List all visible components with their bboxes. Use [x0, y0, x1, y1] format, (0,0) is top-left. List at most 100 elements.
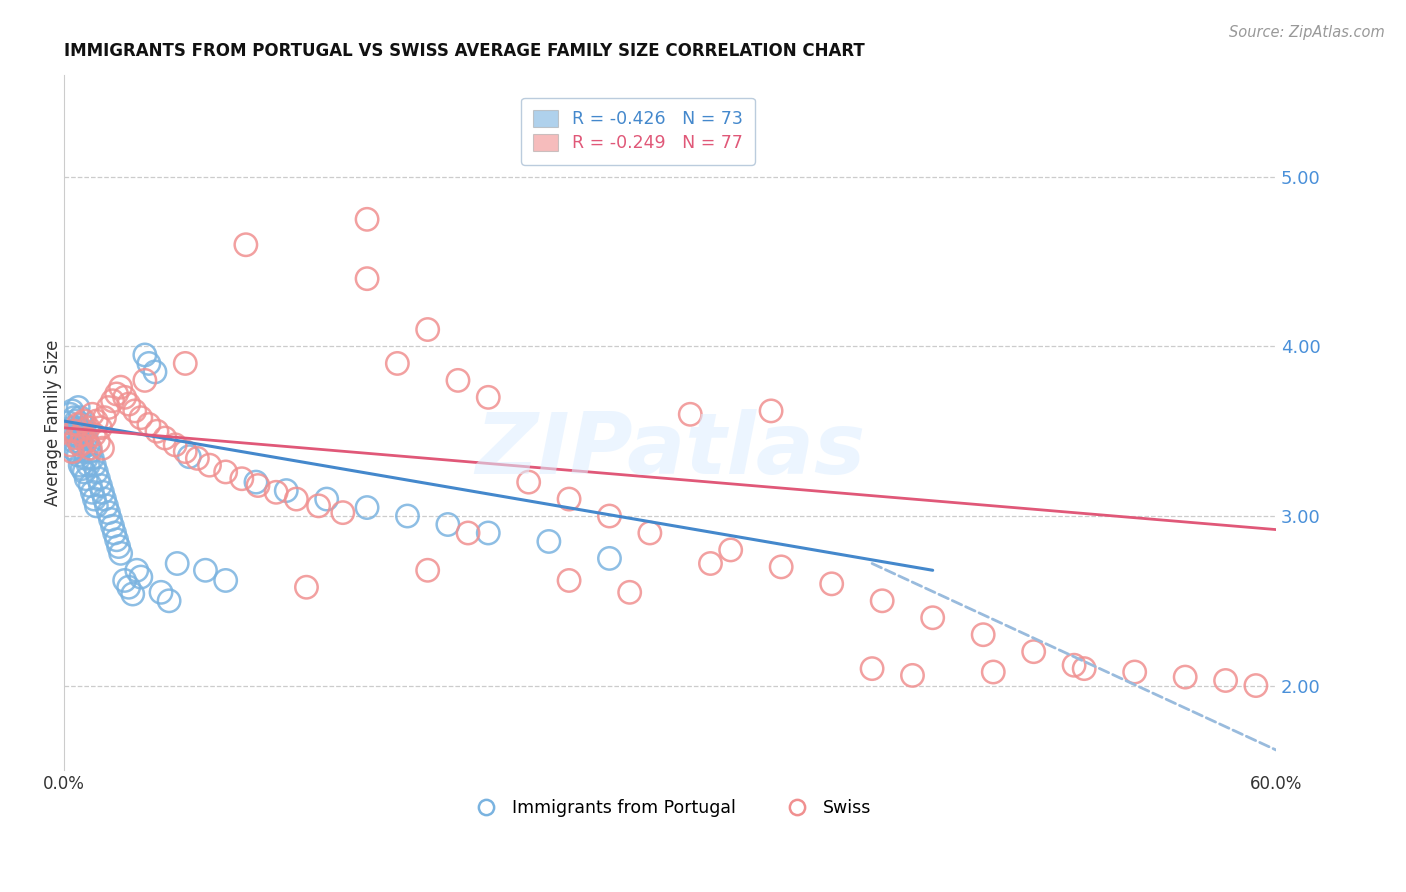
- Point: [77, 421, 100, 435]
- Point: [174, 444, 197, 458]
- Point: [86, 414, 108, 428]
- Point: [70, 427, 93, 442]
- Point: [73, 465, 96, 479]
- Point: [198, 458, 221, 472]
- Point: [416, 322, 439, 336]
- Point: [96, 499, 118, 513]
- Point: [150, 585, 173, 599]
- Point: [82, 485, 104, 500]
- Point: [69, 438, 91, 452]
- Point: [70, 417, 93, 432]
- Point: [63, 424, 86, 438]
- Point: [87, 472, 110, 486]
- Point: [63, 434, 86, 449]
- Point: [679, 407, 702, 421]
- Point: [69, 410, 91, 425]
- Point: [537, 534, 560, 549]
- Point: [134, 373, 156, 387]
- Point: [901, 668, 924, 682]
- Point: [194, 563, 217, 577]
- Point: [82, 407, 104, 421]
- Point: [153, 431, 176, 445]
- Point: [67, 417, 90, 432]
- Point: [75, 431, 97, 445]
- Point: [59, 427, 82, 442]
- Point: [86, 499, 108, 513]
- Point: [821, 577, 844, 591]
- Point: [79, 478, 101, 492]
- Point: [60, 444, 83, 458]
- Point: [416, 563, 439, 577]
- Point: [235, 237, 257, 252]
- Point: [70, 461, 93, 475]
- Point: [67, 401, 90, 415]
- Point: [105, 387, 128, 401]
- Point: [214, 465, 236, 479]
- Point: [558, 574, 581, 588]
- Point: [114, 390, 136, 404]
- Point: [79, 441, 101, 455]
- Point: [860, 662, 883, 676]
- Point: [67, 448, 90, 462]
- Point: [1215, 673, 1237, 688]
- Point: [396, 509, 419, 524]
- Point: [75, 434, 97, 449]
- Point: [264, 485, 287, 500]
- Point: [598, 551, 620, 566]
- Point: [558, 491, 581, 506]
- Point: [60, 421, 83, 435]
- Point: [138, 417, 160, 432]
- Point: [1073, 662, 1095, 676]
- Point: [60, 404, 83, 418]
- Point: [214, 574, 236, 588]
- Point: [69, 431, 91, 445]
- Point: [165, 438, 187, 452]
- Point: [65, 427, 87, 442]
- Point: [91, 441, 114, 455]
- Point: [83, 427, 105, 442]
- Y-axis label: Average Family Size: Average Family Size: [44, 340, 62, 506]
- Point: [437, 517, 460, 532]
- Point: [83, 491, 105, 506]
- Point: [308, 499, 330, 513]
- Point: [457, 526, 479, 541]
- Point: [146, 424, 169, 438]
- Point: [97, 506, 120, 520]
- Point: [87, 434, 110, 449]
- Point: [129, 410, 152, 425]
- Point: [89, 478, 111, 492]
- Point: [157, 594, 180, 608]
- Point: [921, 611, 943, 625]
- Point: [276, 483, 298, 498]
- Point: [103, 526, 125, 541]
- Point: [356, 212, 378, 227]
- Legend: Immigrants from Portugal, Swiss: Immigrants from Portugal, Swiss: [463, 792, 879, 824]
- Point: [86, 465, 108, 479]
- Point: [73, 424, 96, 438]
- Point: [720, 543, 742, 558]
- Point: [59, 407, 82, 421]
- Point: [231, 472, 253, 486]
- Point: [870, 594, 893, 608]
- Point: [63, 410, 86, 425]
- Point: [981, 665, 1004, 679]
- Point: [75, 451, 97, 466]
- Point: [619, 585, 641, 599]
- Point: [91, 485, 114, 500]
- Point: [89, 421, 111, 435]
- Point: [60, 441, 83, 455]
- Point: [1123, 665, 1146, 679]
- Point: [118, 397, 141, 411]
- Point: [166, 557, 188, 571]
- Point: [246, 478, 269, 492]
- Point: [356, 500, 378, 515]
- Point: [93, 410, 115, 425]
- Point: [972, 628, 994, 642]
- Point: [245, 475, 267, 489]
- Point: [75, 472, 97, 486]
- Point: [97, 401, 120, 415]
- Point: [125, 563, 148, 577]
- Point: [174, 356, 197, 370]
- Point: [179, 450, 201, 464]
- Point: [56, 416, 79, 430]
